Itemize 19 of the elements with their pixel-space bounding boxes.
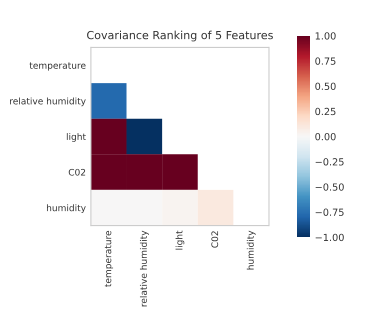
x-tick-label: C02 <box>211 231 218 248</box>
y-tick-label: relative humidity <box>10 97 86 106</box>
y-tick-label: light <box>66 133 86 142</box>
color-bar-label: −1.00 <box>316 234 344 242</box>
y-tick-label: C02 <box>68 168 86 176</box>
x-tick-label: humidity <box>246 230 256 270</box>
color-bar-label: −0.50 <box>316 183 344 191</box>
color-bar-label: 0.25 <box>315 108 336 116</box>
x-tick-label: light <box>176 230 184 250</box>
color-bar-label: −0.25 <box>316 158 344 166</box>
color-bar-label: 0.50 <box>315 82 336 90</box>
y-tick-label: humidity <box>46 204 86 214</box>
chart-title: Covariance Ranking of 5 Features <box>87 30 273 42</box>
x-tick-label: relative humidity <box>140 230 149 306</box>
color-bar-label: −0.75 <box>316 208 344 216</box>
color-bar-label: 1.00 <box>316 32 336 40</box>
color-bar-label: 0.75 <box>315 57 336 65</box>
color-bar-label: 0.00 <box>315 132 336 140</box>
y-tick-label: temperature <box>30 62 86 71</box>
